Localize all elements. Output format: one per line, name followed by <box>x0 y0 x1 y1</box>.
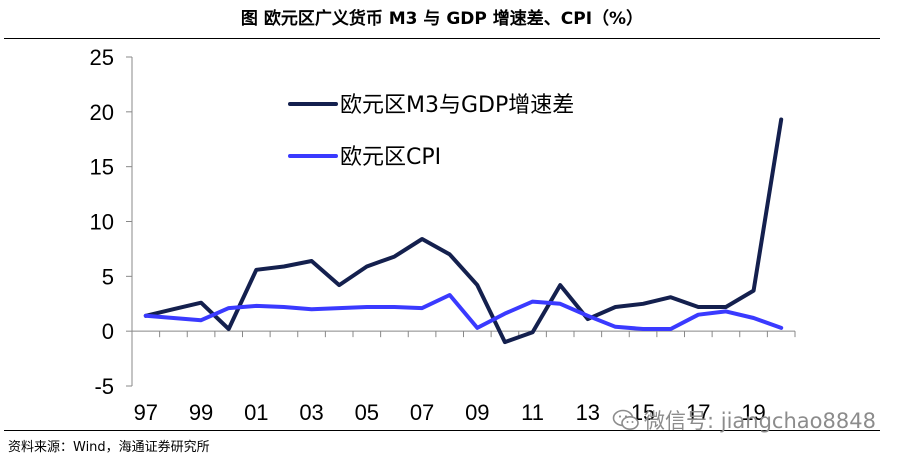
series-line-2 <box>143 293 784 331</box>
y-tick-label: 25 <box>90 45 114 70</box>
x-tick-label: 05 <box>355 400 379 425</box>
x-tick-label: 01 <box>244 400 268 425</box>
x-tick-label: 07 <box>410 400 434 425</box>
chart-series <box>143 117 784 345</box>
source-rule <box>4 430 880 431</box>
y-tick-label: 20 <box>90 100 114 125</box>
y-tick-label: 0 <box>102 319 114 344</box>
wechat-icon <box>612 409 639 430</box>
y-tick-label: 15 <box>90 155 114 180</box>
wechat-watermark: 微信号: jiangchao8848 <box>612 405 876 435</box>
legend-label-2: 欧元区CPI <box>340 145 441 170</box>
legend-label-1: 欧元区M3与GDP增速差 <box>340 93 574 118</box>
y-tick-label: 10 <box>90 210 114 235</box>
x-tick-label: 97 <box>134 400 158 425</box>
y-tick-label: -5 <box>94 374 114 399</box>
x-tick-label: 11 <box>521 400 544 425</box>
watermark-text: 微信号: jiangchao8848 <box>644 409 876 433</box>
title-rule <box>4 38 880 39</box>
x-tick-label: 19 <box>741 400 765 425</box>
x-tick-label: 99 <box>189 400 213 425</box>
x-tick-label: 17 <box>686 400 710 425</box>
y-tick-label: 5 <box>102 264 114 289</box>
x-tick-label: 13 <box>576 400 600 425</box>
x-tick-label: 09 <box>465 400 489 425</box>
x-tick-label: 03 <box>299 400 323 425</box>
series-line-1 <box>143 117 784 345</box>
chart-title: 图 欧元区广义货币 M3 与 GDP 增速差、CPI（%） <box>240 9 644 29</box>
source-note: 资料来源：Wind，海通证券研究所 <box>8 440 210 455</box>
